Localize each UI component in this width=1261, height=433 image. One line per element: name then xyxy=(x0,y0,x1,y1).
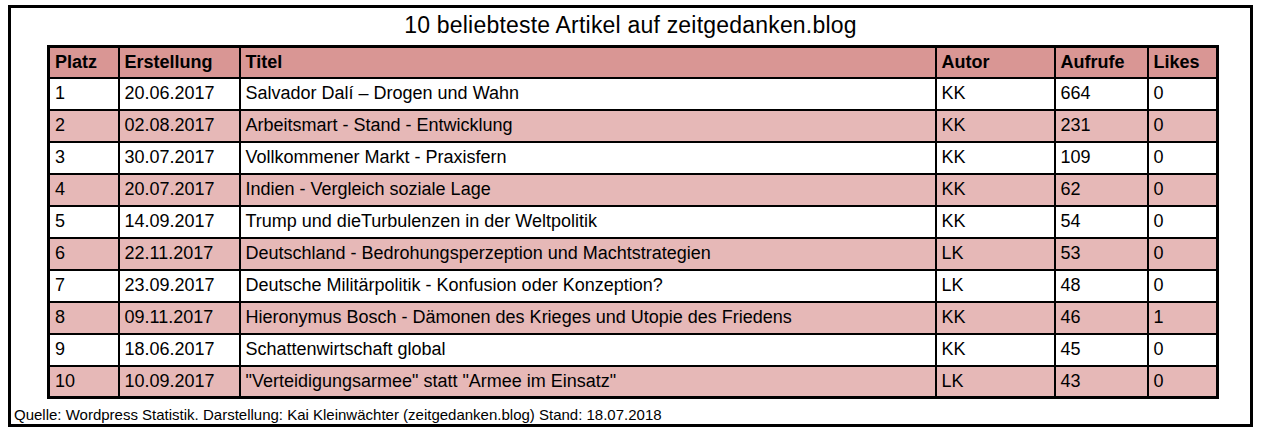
cell-aufrufe: 664 xyxy=(1055,78,1148,110)
table-row: 514.09.2017Trump und dieTurbulenzen in d… xyxy=(49,206,1218,238)
cell-titel: Hieronymus Bosch - Dämonen des Krieges u… xyxy=(240,302,936,334)
cell-aufrufe: 43 xyxy=(1055,366,1148,398)
column-header-likes: Likes xyxy=(1148,47,1218,78)
cell-platz: 10 xyxy=(49,366,119,398)
column-header-titel: Titel xyxy=(240,47,936,78)
cell-aufrufe: 109 xyxy=(1055,142,1148,174)
cell-platz: 7 xyxy=(49,270,119,302)
cell-erstellung: 30.07.2017 xyxy=(119,142,240,174)
table-header: Platz Erstellung Titel Autor Aufrufe Lik… xyxy=(49,47,1218,78)
table-row: 918.06.2017Schattenwirtschaft globalKK45… xyxy=(49,334,1218,366)
cell-aufrufe: 53 xyxy=(1055,238,1148,270)
cell-titel: Arbeitsmart - Stand - Entwicklung xyxy=(240,110,936,142)
chart-title: 10 beliebteste Artikel auf zeitgedanken.… xyxy=(11,12,1250,39)
cell-titel: "Verteidigungsarmee" statt "Armee im Ein… xyxy=(240,366,936,398)
table-row: 723.09.2017Deutsche Militärpolitik - Kon… xyxy=(49,270,1218,302)
cell-autor: KK xyxy=(936,110,1055,142)
cell-platz: 6 xyxy=(49,238,119,270)
cell-erstellung: 09.11.2017 xyxy=(119,302,240,334)
cell-autor: KK xyxy=(936,142,1055,174)
cell-titel: Indien - Vergleich soziale Lage xyxy=(240,174,936,206)
cell-aufrufe: 54 xyxy=(1055,206,1148,238)
cell-erstellung: 22.11.2017 xyxy=(119,238,240,270)
cell-platz: 9 xyxy=(49,334,119,366)
cell-titel: Deutschland - Bedrohungsperzeption und M… xyxy=(240,238,936,270)
cell-likes: 0 xyxy=(1148,270,1218,302)
cell-likes: 0 xyxy=(1148,334,1218,366)
cell-autor: KK xyxy=(936,334,1055,366)
column-header-aufrufe: Aufrufe xyxy=(1055,47,1148,78)
cell-platz: 1 xyxy=(49,78,119,110)
cell-erstellung: 02.08.2017 xyxy=(119,110,240,142)
cell-erstellung: 20.06.2017 xyxy=(119,78,240,110)
table-row: 809.11.2017Hieronymus Bosch - Dämonen de… xyxy=(49,302,1218,334)
cell-likes: 0 xyxy=(1148,174,1218,206)
cell-autor: LK xyxy=(936,270,1055,302)
cell-platz: 5 xyxy=(49,206,119,238)
cell-titel: Deutsche Militärpolitik - Konfusion oder… xyxy=(240,270,936,302)
cell-autor: LK xyxy=(936,238,1055,270)
cell-erstellung: 14.09.2017 xyxy=(119,206,240,238)
cell-likes: 0 xyxy=(1148,366,1218,398)
cell-erstellung: 20.07.2017 xyxy=(119,174,240,206)
cell-platz: 2 xyxy=(49,110,119,142)
cell-aufrufe: 48 xyxy=(1055,270,1148,302)
cell-aufrufe: 62 xyxy=(1055,174,1148,206)
popular-articles-table: Platz Erstellung Titel Autor Aufrufe Lik… xyxy=(47,45,1219,399)
cell-autor: KK xyxy=(936,174,1055,206)
cell-titel: Vollkommener Markt - Praxisfern xyxy=(240,142,936,174)
cell-likes: 0 xyxy=(1148,206,1218,238)
table-row: 330.07.2017Vollkommener Markt - Praxisfe… xyxy=(49,142,1218,174)
cell-erstellung: 23.09.2017 xyxy=(119,270,240,302)
table-row: 120.06.2017Salvador Dalí – Drogen und Wa… xyxy=(49,78,1218,110)
cell-aufrufe: 46 xyxy=(1055,302,1148,334)
cell-titel: Schattenwirtschaft global xyxy=(240,334,936,366)
column-header-platz: Platz xyxy=(49,47,119,78)
cell-erstellung: 10.09.2017 xyxy=(119,366,240,398)
table-row: 622.11.2017Deutschland - Bedrohungsperze… xyxy=(49,238,1218,270)
table-row: 420.07.2017Indien - Vergleich soziale La… xyxy=(49,174,1218,206)
cell-likes: 0 xyxy=(1148,238,1218,270)
table-body: 120.06.2017Salvador Dalí – Drogen und Wa… xyxy=(49,78,1218,398)
column-header-erstellung: Erstellung xyxy=(119,47,240,78)
cell-aufrufe: 231 xyxy=(1055,110,1148,142)
cell-likes: 0 xyxy=(1148,110,1218,142)
cell-titel: Salvador Dalí – Drogen und Wahn xyxy=(240,78,936,110)
cell-platz: 3 xyxy=(49,142,119,174)
cell-autor: KK xyxy=(936,302,1055,334)
cell-erstellung: 18.06.2017 xyxy=(119,334,240,366)
cell-likes: 1 xyxy=(1148,302,1218,334)
cell-platz: 8 xyxy=(49,302,119,334)
cell-autor: KK xyxy=(936,78,1055,110)
cell-autor: LK xyxy=(936,366,1055,398)
table-row: 1010.09.2017"Verteidigungsarmee" statt "… xyxy=(49,366,1218,398)
cell-likes: 0 xyxy=(1148,78,1218,110)
table-row: 202.08.2017Arbeitsmart - Stand - Entwick… xyxy=(49,110,1218,142)
cell-aufrufe: 45 xyxy=(1055,334,1148,366)
source-note: Quelle: Wordpress Statistik. Darstellung… xyxy=(14,406,662,423)
cell-autor: KK xyxy=(936,206,1055,238)
cell-likes: 0 xyxy=(1148,142,1218,174)
cell-titel: Trump und dieTurbulenzen in der Weltpoli… xyxy=(240,206,936,238)
header-row: Platz Erstellung Titel Autor Aufrufe Lik… xyxy=(49,47,1218,78)
figure-frame: 10 beliebteste Artikel auf zeitgedanken.… xyxy=(8,5,1253,427)
cell-platz: 4 xyxy=(49,174,119,206)
column-header-autor: Autor xyxy=(936,47,1055,78)
